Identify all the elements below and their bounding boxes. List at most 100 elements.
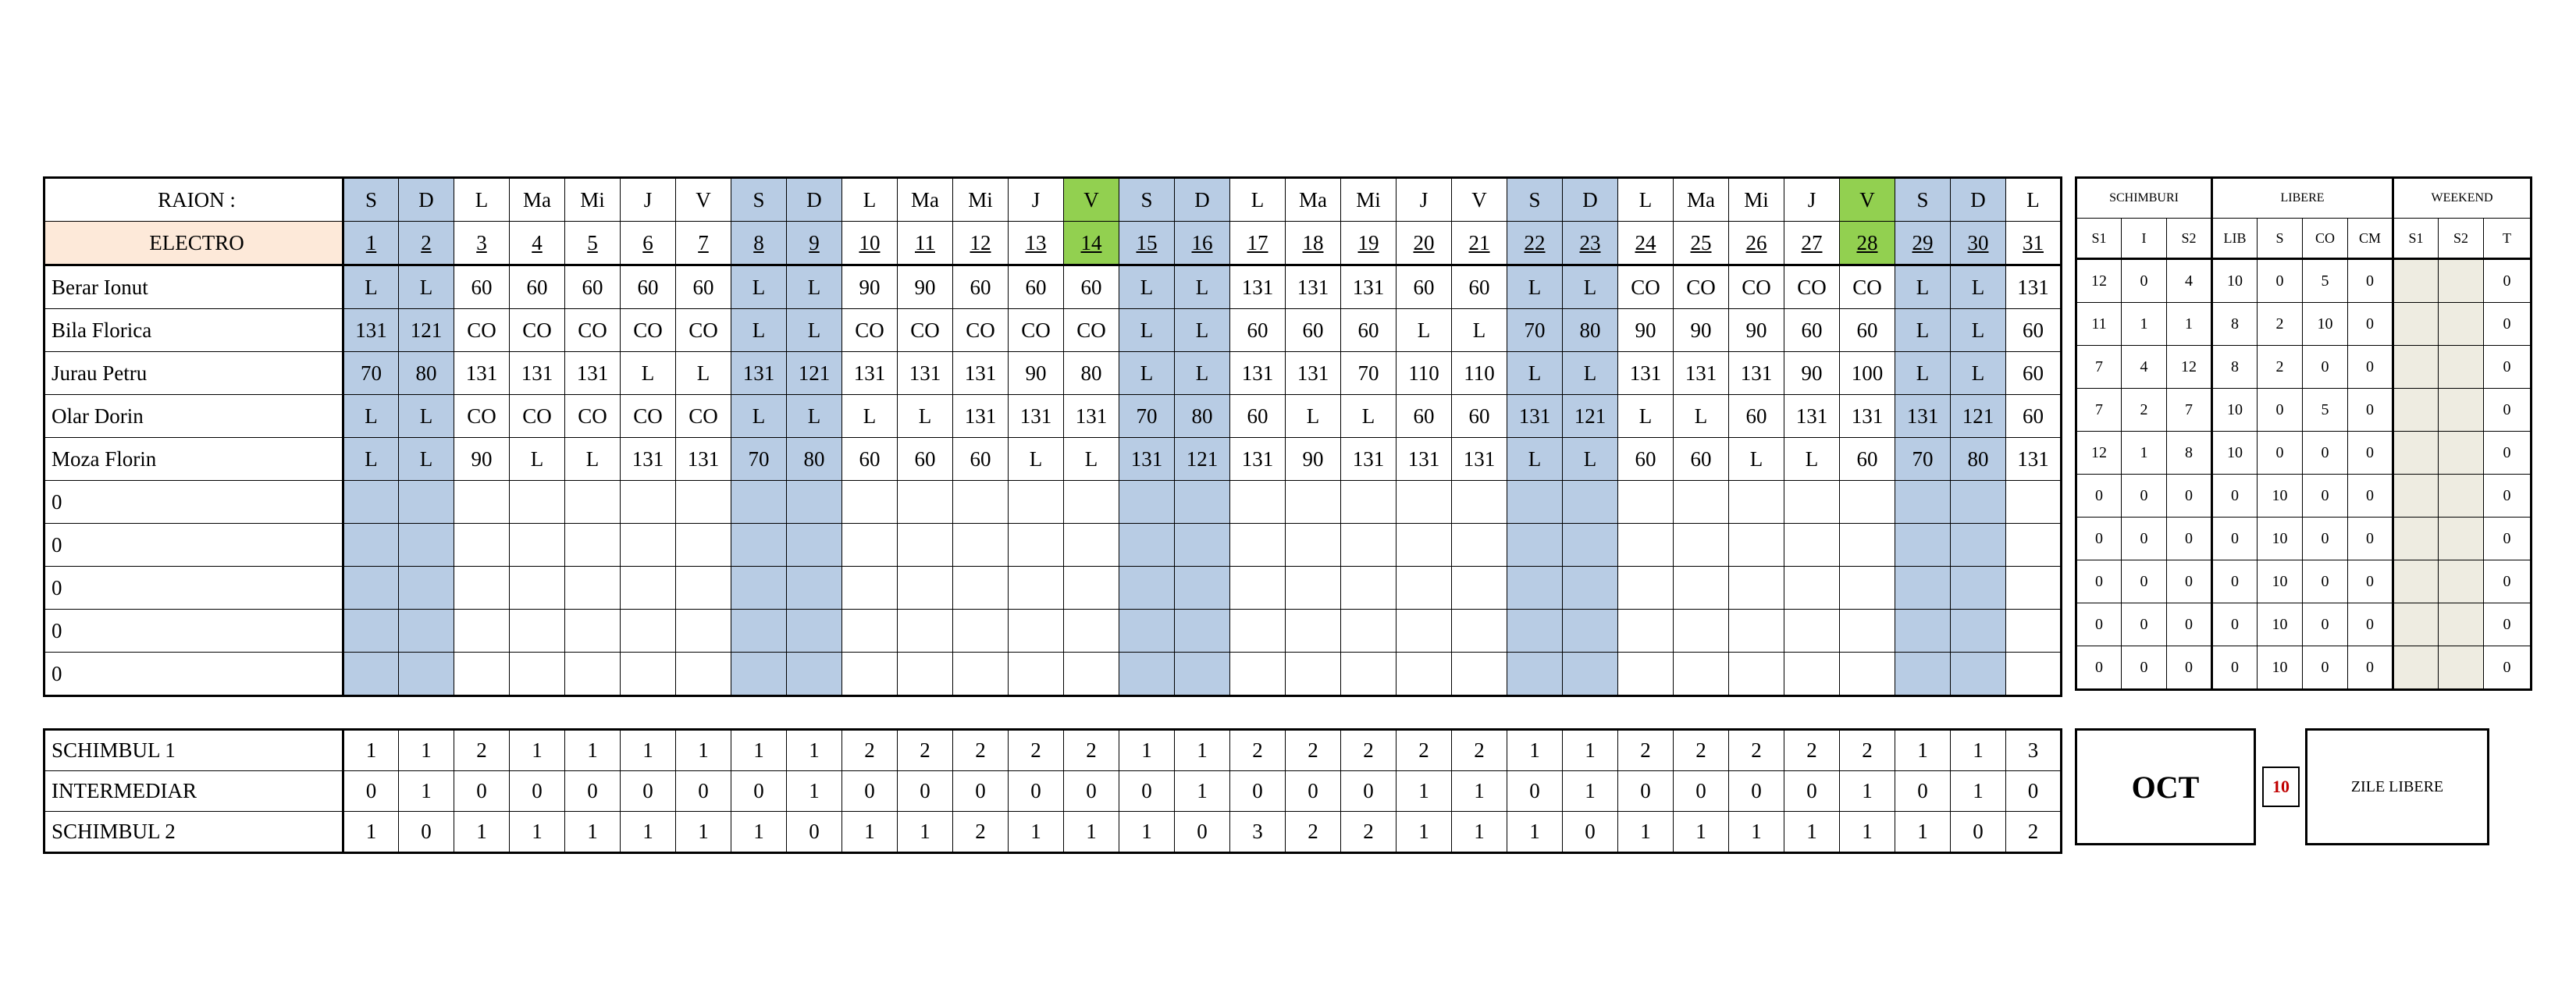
- summary-cell: 0: [2211, 474, 2258, 518]
- shift-count-cell: 1: [1673, 811, 1729, 853]
- employee-name: 0: [44, 652, 344, 696]
- shift-cell: L: [1119, 308, 1175, 352]
- shift-count-cell: 1: [1950, 770, 2006, 812]
- shift-cell: 131: [509, 351, 565, 395]
- shift-cell: 60: [1839, 437, 1895, 481]
- day-number: 20: [1396, 221, 1452, 266]
- weekday-header: L: [2005, 177, 2062, 222]
- shift-cell: [731, 523, 787, 567]
- employee-name: 0: [44, 480, 344, 524]
- shift-cell: 131: [897, 351, 953, 395]
- summary-cell: 10: [2257, 603, 2304, 646]
- shift-count-cell: 1: [1174, 729, 1230, 771]
- summary-cell: 0: [2165, 517, 2213, 560]
- summary-col-header: CO: [2302, 218, 2349, 260]
- summary-cell: 0: [2121, 517, 2167, 560]
- shift-cell: 131: [1507, 394, 1563, 438]
- shift-cell: 121: [1174, 437, 1230, 481]
- shift-cell: [2005, 566, 2062, 610]
- summary-cell: 0: [2483, 474, 2532, 518]
- weekday-header: J: [1008, 177, 1064, 222]
- weekday-header: J: [1784, 177, 1840, 222]
- day-number: 6: [620, 221, 676, 266]
- shift-cell: 60: [1396, 394, 1452, 438]
- shift-count-cell: 1: [1839, 770, 1895, 812]
- shift-cell: 131: [731, 351, 787, 395]
- shift-cell: [1895, 652, 1951, 696]
- summary-cell: 0: [2165, 603, 2213, 646]
- shift-count-cell: 2: [1285, 811, 1341, 853]
- shift-cell: [731, 652, 787, 696]
- shift-cell: [1340, 523, 1397, 567]
- shift-cell: L: [1562, 265, 1618, 309]
- summary-cell: 0: [2165, 474, 2213, 518]
- shift-cell: [1174, 523, 1230, 567]
- summary-cell: 0: [2302, 517, 2349, 560]
- weekday-header: V: [1063, 177, 1119, 222]
- weekday-header: Mi: [564, 177, 621, 222]
- shift-cell: L: [620, 351, 676, 395]
- shift-cell: CO: [897, 308, 953, 352]
- shift-cell: CO: [1784, 265, 1840, 309]
- shift-cell: CO: [841, 308, 898, 352]
- table-row: 0: [44, 609, 2062, 653]
- shift-count-cell: 1: [1617, 811, 1674, 853]
- shift-cell: CO: [1617, 265, 1674, 309]
- shift-cell: [398, 566, 454, 610]
- summary-cell: [2392, 560, 2439, 603]
- summary-cell: [2392, 517, 2439, 560]
- weekday-header: J: [1396, 177, 1452, 222]
- shift-cell: [1008, 566, 1064, 610]
- summary-cell: 0: [2302, 560, 2349, 603]
- shift-cell: [1784, 652, 1840, 696]
- summary-cell: [2438, 431, 2485, 475]
- shift-cell: L: [1507, 265, 1563, 309]
- shift-cell: 70: [731, 437, 787, 481]
- shift-cell: [675, 652, 731, 696]
- summary-cell: 2: [2257, 345, 2304, 389]
- shift-count-cell: 1: [1784, 811, 1840, 853]
- shift-count-cell: 1: [1839, 811, 1895, 853]
- shift-type-label: SCHIMBUL 2: [44, 811, 344, 853]
- shift-count-cell: 1: [1507, 811, 1563, 853]
- shift-cell: [786, 566, 842, 610]
- shift-cell: CO: [620, 308, 676, 352]
- employee-name: Olar Dorin: [44, 394, 344, 438]
- shift-cell: [675, 480, 731, 524]
- summary-cell: 8: [2165, 431, 2213, 475]
- shift-count-cell: 1: [398, 770, 454, 812]
- summary-row: 0 0 0 0 10 0 0 0: [2076, 646, 2532, 690]
- shift-cell: [1728, 652, 1784, 696]
- shift-cell: [841, 566, 898, 610]
- shift-cell: [1229, 523, 1286, 567]
- shift-cell: CO: [564, 308, 621, 352]
- shift-cell: 90: [1008, 351, 1064, 395]
- summary-group-header: WEEKEND: [2392, 177, 2532, 219]
- day-number: 5: [564, 221, 621, 266]
- summary-cell: 0: [2211, 646, 2258, 690]
- shift-count-cell: 1: [1562, 770, 1618, 812]
- shift-cell: [1008, 652, 1064, 696]
- month-label: OCT: [2075, 728, 2256, 845]
- shift-cell: L: [1562, 351, 1618, 395]
- summary-cell: [2392, 431, 2439, 475]
- shift-cell: [1174, 609, 1230, 653]
- shift-cell: [1895, 523, 1951, 567]
- summary-cell: [2438, 603, 2485, 646]
- shift-cell: [1562, 480, 1618, 524]
- summary-cell: 0: [2121, 603, 2167, 646]
- summary-row: 11 1 1 8 2 10 0 0: [2076, 302, 2532, 346]
- shift-count-cell: 0: [1063, 770, 1119, 812]
- shift-count-cell: 1: [1451, 770, 1507, 812]
- shift-cell: [1617, 566, 1674, 610]
- summary-cell: 10: [2257, 560, 2304, 603]
- summary-cell: 0: [2121, 258, 2167, 303]
- day-number: 29: [1895, 221, 1951, 266]
- shift-cell: [1950, 480, 2006, 524]
- shift-cell: L: [1562, 437, 1618, 481]
- shift-cell: 60: [454, 265, 510, 309]
- shift-cell: L: [343, 394, 399, 438]
- shift-count-cell: 0: [1174, 811, 1230, 853]
- summary-cell: 0: [2257, 388, 2304, 432]
- summary-cell: 8: [2211, 345, 2258, 389]
